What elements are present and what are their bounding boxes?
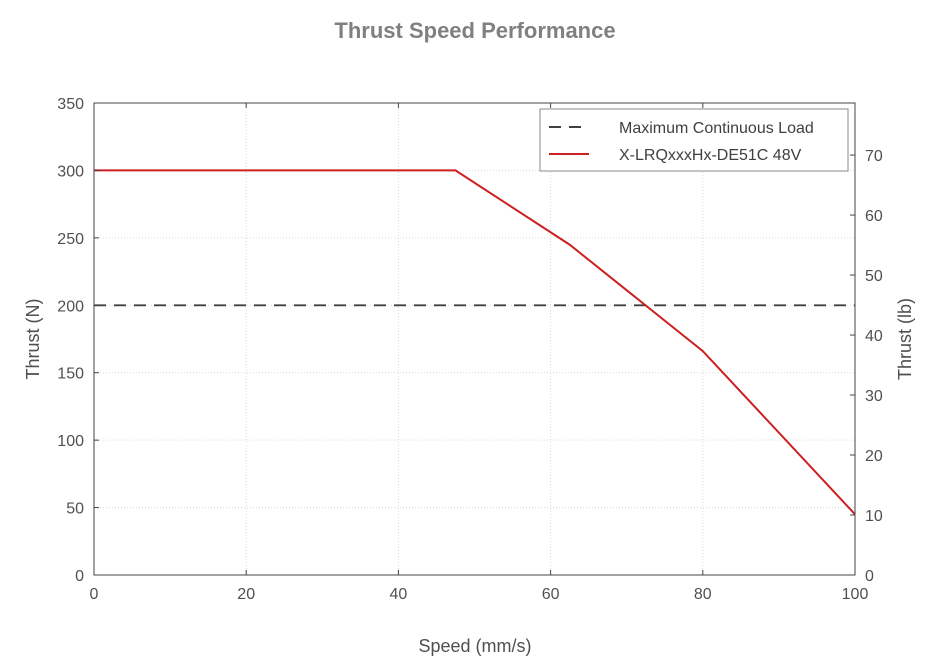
y2-tick-label: 0 [865,568,874,585]
plot-series [94,169,856,515]
y2-tick-label: 20 [865,448,883,465]
y-tick-label: 0 [75,568,84,585]
y-axis-label: Thrust (N) [23,299,43,380]
y-tick-label: 200 [57,298,84,315]
y-tick-label: 50 [66,501,84,518]
grid-lines [94,103,855,575]
legend-label-x-lrq-48v: X-LRQxxxHx-DE51C 48V [619,147,802,164]
y-tick-label: 300 [57,163,84,180]
y2-tick-label: 50 [865,268,883,285]
x-tick-label: 60 [542,586,560,603]
legend: Maximum Continuous Load X-LRQxxxHx-DE51C… [539,108,849,172]
x-tick-label: 40 [390,586,408,603]
y2-tick-label: 10 [865,508,883,525]
x-axis-label: Speed (mm/s) [418,636,531,656]
plot-area-frame [93,102,856,576]
y-tick-label: 350 [57,96,84,113]
axis-ticks: 0 20 40 60 80 1000501001502002503003500102030… [57,96,883,603]
y-tick-label: 150 [57,366,84,383]
x-tick-label: 0 [90,586,99,603]
y2-axis-label: Thrust (lb) [895,298,915,380]
legend-box [539,108,849,172]
y2-tick-label: 60 [865,208,883,225]
x-tick-label: 80 [694,586,712,603]
chart-title: Thrust Speed Performance [334,18,615,43]
y2-tick-label: 30 [865,388,883,405]
x-tick-label: 20 [237,586,255,603]
y-tick-label: 250 [57,231,84,248]
x-tick-label: 100 [842,586,869,603]
y2-tick-label: 70 [865,148,883,165]
legend-label-max-continuous-load: Maximum Continuous Load [619,120,814,137]
y-tick-label: 100 [57,433,84,450]
series-line-1 [94,169,856,515]
y2-tick-label: 40 [865,328,883,345]
